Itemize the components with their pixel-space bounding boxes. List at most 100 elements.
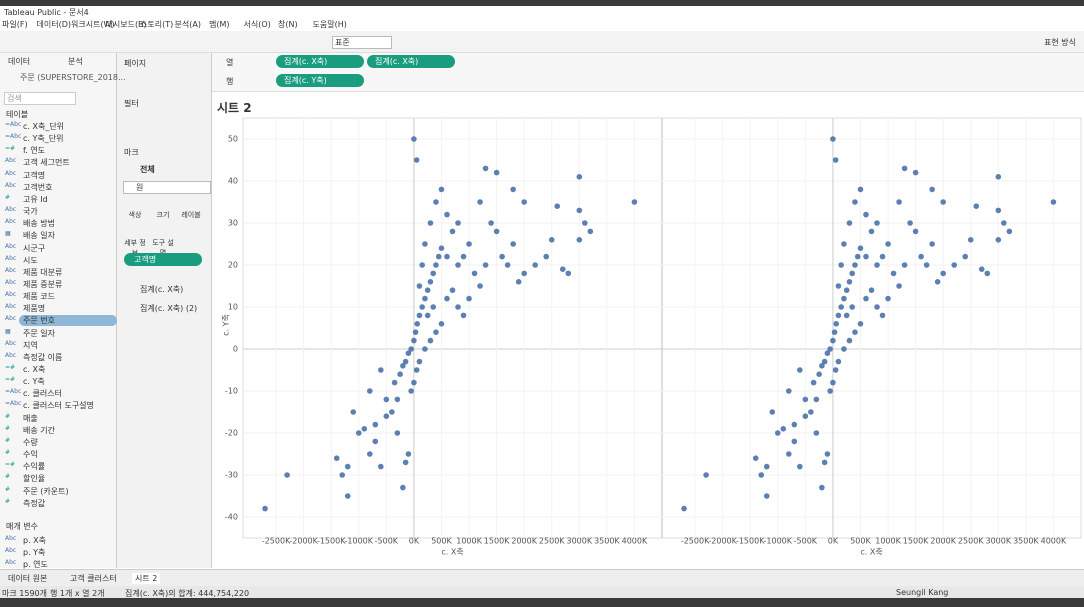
field-name[interactable]: c. 클러스터 도구설명 bbox=[23, 401, 94, 411]
show-me[interactable]: 표현 방식 bbox=[1044, 38, 1076, 47]
point bbox=[879, 312, 886, 319]
point bbox=[951, 262, 957, 268]
point bbox=[521, 270, 527, 277]
field-name[interactable]: 수량 bbox=[23, 437, 38, 447]
marks-button[interactable]: 색상 bbox=[128, 211, 142, 219]
field-name[interactable]: 측정값 bbox=[23, 498, 46, 508]
field-name[interactable]: 주문 일자 bbox=[23, 328, 55, 338]
point bbox=[416, 358, 423, 365]
field-name[interactable]: 매출 bbox=[23, 413, 38, 423]
point bbox=[786, 451, 792, 457]
marks-pill[interactable]: 고객명 bbox=[124, 253, 202, 266]
point bbox=[802, 396, 809, 403]
menu-item[interactable]: 분석(A) bbox=[174, 20, 201, 29]
point bbox=[821, 459, 828, 466]
point bbox=[901, 165, 908, 172]
field-name[interactable]: 고객명 bbox=[23, 170, 46, 180]
point bbox=[482, 262, 489, 268]
field-name[interactable]: 국가 bbox=[23, 207, 38, 217]
point bbox=[444, 295, 450, 302]
field-name[interactable]: p. Y축 bbox=[23, 548, 46, 557]
menu-item[interactable]: 서식(O) bbox=[243, 20, 271, 29]
status-sum: 집계(c. X축)의 합계: 444,754,220 bbox=[125, 589, 250, 598]
menu-item[interactable]: 창(N) bbox=[278, 20, 298, 29]
toolbar-dropdown[interactable]: 표준 bbox=[332, 36, 392, 49]
field-name[interactable]: 할인율 bbox=[23, 474, 46, 484]
field-name[interactable]: p. 연도 bbox=[23, 560, 48, 569]
field-name[interactable]: 주문 (카운트) bbox=[23, 486, 69, 496]
field-name[interactable]: c. X축_단위 bbox=[23, 122, 65, 131]
pane-tab[interactable]: 분석 bbox=[68, 57, 83, 66]
point bbox=[929, 241, 935, 247]
field-name[interactable]: 시군구 bbox=[23, 243, 46, 253]
sheet-tab[interactable]: 시트 2 bbox=[132, 573, 161, 584]
y-tick-label: -40 bbox=[225, 513, 238, 522]
mark-type[interactable]: 원 bbox=[123, 181, 211, 194]
field-icon: =Abc bbox=[5, 133, 22, 141]
point bbox=[444, 253, 450, 260]
field-name[interactable]: 제품명 bbox=[23, 304, 46, 314]
field-name[interactable]: p. X축 bbox=[23, 536, 47, 545]
menu-item[interactable]: 파일(F) bbox=[2, 20, 28, 29]
point bbox=[843, 287, 850, 294]
field-name[interactable]: 제품 코드 bbox=[23, 292, 55, 302]
field-name[interactable]: f. 연도 bbox=[23, 146, 46, 156]
shelf-pill[interactable]: 집계(c. X축) bbox=[367, 55, 455, 68]
field-name[interactable]: 제품 대분류 bbox=[23, 267, 63, 277]
field-name[interactable]: 주문 번호 bbox=[19, 315, 117, 327]
search-box[interactable]: 검색 bbox=[4, 92, 76, 105]
menu-item[interactable]: 맵(M) bbox=[209, 20, 230, 29]
point bbox=[367, 451, 373, 457]
point bbox=[482, 165, 489, 172]
field-name[interactable]: 배송 일자 bbox=[23, 231, 55, 241]
sheet-tab[interactable]: 고객 클러스터 bbox=[70, 574, 117, 583]
field-icon: Abc bbox=[5, 559, 17, 566]
marks-label: 마크 bbox=[124, 148, 139, 157]
point bbox=[402, 358, 409, 365]
field-icon: Abc bbox=[5, 206, 17, 214]
x-tick-label: -2000K bbox=[708, 537, 737, 546]
menu-item[interactable]: 도움말(H) bbox=[312, 20, 347, 29]
marks-sub[interactable]: 집계(c. X축) (2) bbox=[140, 304, 198, 313]
field-name[interactable]: c. X축 bbox=[23, 365, 46, 374]
sheet-tabs bbox=[0, 569, 1084, 586]
field-name[interactable]: c. Y축_단위 bbox=[23, 134, 64, 144]
field-name[interactable]: 고유 Id bbox=[23, 194, 48, 204]
point bbox=[786, 388, 792, 394]
x-tick-label: 2500K bbox=[958, 537, 984, 546]
field-name[interactable]: 시도 bbox=[23, 255, 38, 265]
field-name[interactable]: 고객번호 bbox=[23, 182, 53, 192]
point bbox=[433, 262, 439, 268]
field-name[interactable]: c. Y축 bbox=[23, 377, 45, 387]
point bbox=[430, 270, 437, 277]
field-name[interactable]: 배송 방법 bbox=[23, 219, 55, 229]
x-tick-label: 2500K bbox=[539, 537, 565, 546]
marks-button[interactable]: 레이블 bbox=[181, 211, 201, 219]
point bbox=[477, 199, 483, 205]
point bbox=[455, 220, 461, 226]
point bbox=[466, 295, 472, 302]
pane-tab[interactable]: 데이터 bbox=[8, 57, 31, 66]
field-name[interactable]: c. 클러스터 bbox=[23, 389, 62, 399]
menu-item[interactable]: 스토리(T) bbox=[140, 20, 174, 29]
field-name[interactable]: 고객 세그먼트 bbox=[23, 158, 70, 168]
field-name[interactable]: 지역 bbox=[23, 340, 38, 350]
field-name[interactable]: 제품 중분류 bbox=[23, 279, 63, 289]
point bbox=[934, 279, 941, 285]
field-name[interactable]: 수익률 bbox=[23, 462, 46, 472]
point bbox=[493, 169, 500, 176]
point bbox=[400, 484, 406, 491]
field-name[interactable]: 배송 기간 bbox=[23, 425, 55, 435]
sheet-tab[interactable]: 데이터 원본 bbox=[8, 574, 48, 583]
menu-item[interactable]: 워크시트(W) bbox=[71, 20, 115, 29]
field-name[interactable]: 측정값 이름 bbox=[23, 352, 63, 362]
field-name[interactable]: 수익 bbox=[23, 450, 38, 460]
shelf-pill[interactable]: 집계(c. Y축) bbox=[276, 74, 364, 87]
point bbox=[843, 312, 850, 319]
menu-item[interactable]: 대시보드(B) bbox=[105, 20, 147, 29]
shelf-pill[interactable]: 집계(c. X축) bbox=[276, 55, 364, 68]
marks-button[interactable]: 크기 bbox=[156, 211, 170, 219]
menu-item[interactable]: 데이터(D) bbox=[36, 20, 71, 29]
marks-sub[interactable]: 집계(c. X축) bbox=[140, 285, 184, 294]
field-icon: ▦ bbox=[5, 230, 11, 238]
